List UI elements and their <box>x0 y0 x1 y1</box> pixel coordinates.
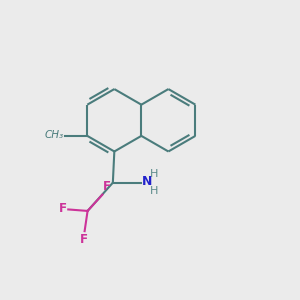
Text: N: N <box>142 175 152 188</box>
Text: F: F <box>80 233 88 246</box>
Text: F: F <box>103 180 111 193</box>
Text: F: F <box>59 202 68 215</box>
Text: H: H <box>149 169 158 178</box>
Text: H: H <box>149 186 158 196</box>
Text: CH₃: CH₃ <box>45 130 64 140</box>
